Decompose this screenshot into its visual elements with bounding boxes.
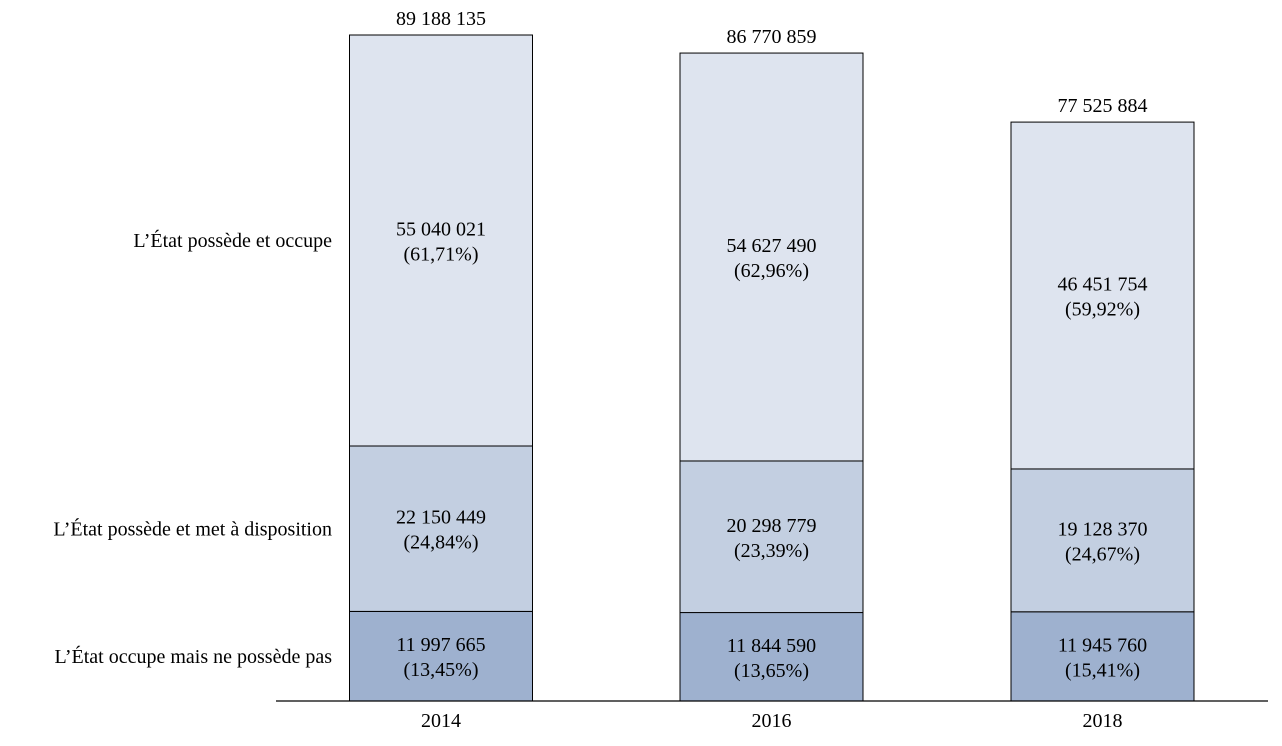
bar-segment-2016-s1 bbox=[679, 460, 864, 614]
bar-segment-2014-s0 bbox=[349, 610, 533, 702]
bar-segment-2014-s2 bbox=[349, 34, 533, 447]
series-label: L’État possède et met à disposition bbox=[53, 518, 332, 541]
segment-value-label: 46 451 754 bbox=[1058, 274, 1148, 296]
segment-percent-label: (62,96%) bbox=[734, 260, 809, 282]
total-label: 86 770 859 bbox=[727, 26, 817, 48]
segment-percent-label: (59,92%) bbox=[1065, 299, 1140, 321]
segment-value-label: 54 627 490 bbox=[727, 235, 817, 257]
segment-value-label: 11 945 760 bbox=[1058, 634, 1147, 656]
segment-value-label: 20 298 779 bbox=[727, 515, 817, 537]
x-tick-label: 2016 bbox=[752, 710, 792, 732]
segment-percent-label: (24,67%) bbox=[1065, 543, 1140, 565]
series-label: L’État possède et occupe bbox=[133, 229, 332, 252]
x-tick-label: 2018 bbox=[1083, 710, 1123, 732]
bar-segment-2018-s2 bbox=[1010, 121, 1195, 470]
bar-segment-2016-s0 bbox=[679, 612, 864, 702]
x-tick-label: 2014 bbox=[421, 710, 461, 732]
bar-segment-2016-s2 bbox=[679, 52, 864, 462]
segment-percent-label: (61,71%) bbox=[404, 244, 479, 266]
total-label: 89 188 135 bbox=[396, 8, 486, 30]
segment-percent-label: (23,39%) bbox=[734, 540, 809, 562]
bars-layer bbox=[349, 34, 1195, 702]
bar-segment-2018-s1 bbox=[1010, 468, 1195, 613]
segment-percent-label: (15,41%) bbox=[1065, 659, 1140, 681]
bar-segment-2014-s1 bbox=[349, 445, 533, 612]
labels-layer: 11 997 665 (13,45%) 22 150 449 (24,84%) 55 0… bbox=[53, 8, 1147, 732]
series-label: L’État occupe mais ne possède pas bbox=[54, 645, 332, 668]
segment-value-label: 11 997 665 bbox=[396, 634, 485, 656]
segment-value-label: 55 040 021 bbox=[396, 219, 486, 241]
segment-percent-label: (13,65%) bbox=[734, 660, 809, 682]
segment-percent-label: (24,84%) bbox=[404, 532, 479, 554]
segment-value-label: 19 128 370 bbox=[1058, 518, 1148, 540]
segment-value-label: 22 150 449 bbox=[396, 507, 486, 529]
segment-percent-label: (13,45%) bbox=[404, 659, 479, 681]
total-label: 77 525 884 bbox=[1058, 95, 1148, 117]
segment-value-label: 11 844 590 bbox=[727, 635, 816, 657]
